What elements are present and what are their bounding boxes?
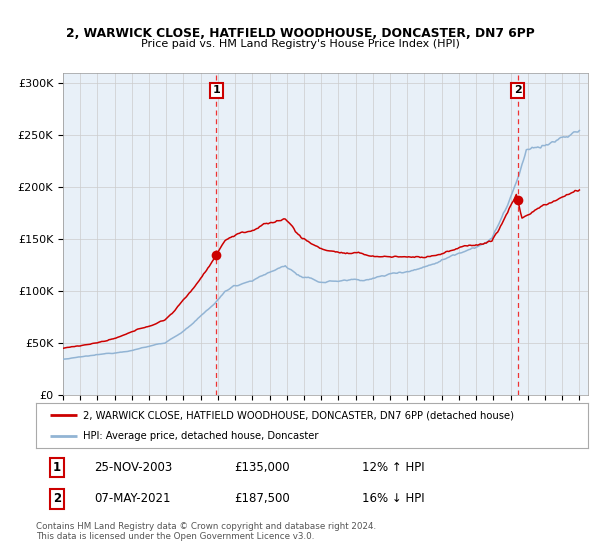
Text: 12% ↑ HPI: 12% ↑ HPI [362,461,424,474]
Text: 1: 1 [212,86,220,95]
Text: Price paid vs. HM Land Registry's House Price Index (HPI): Price paid vs. HM Land Registry's House … [140,39,460,49]
Text: 16% ↓ HPI: 16% ↓ HPI [362,492,424,505]
Text: 2: 2 [514,86,521,95]
Text: 07-MAY-2021: 07-MAY-2021 [94,492,170,505]
Text: £135,000: £135,000 [235,461,290,474]
Text: HPI: Average price, detached house, Doncaster: HPI: Average price, detached house, Donc… [83,431,319,441]
Text: 2, WARWICK CLOSE, HATFIELD WOODHOUSE, DONCASTER, DN7 6PP: 2, WARWICK CLOSE, HATFIELD WOODHOUSE, DO… [65,27,535,40]
Text: 2, WARWICK CLOSE, HATFIELD WOODHOUSE, DONCASTER, DN7 6PP (detached house): 2, WARWICK CLOSE, HATFIELD WOODHOUSE, DO… [83,410,514,421]
Text: 2: 2 [53,492,61,505]
Text: 25-NOV-2003: 25-NOV-2003 [94,461,172,474]
Text: Contains HM Land Registry data © Crown copyright and database right 2024.
This d: Contains HM Land Registry data © Crown c… [36,522,376,542]
Text: £187,500: £187,500 [235,492,290,505]
Text: 1: 1 [53,461,61,474]
